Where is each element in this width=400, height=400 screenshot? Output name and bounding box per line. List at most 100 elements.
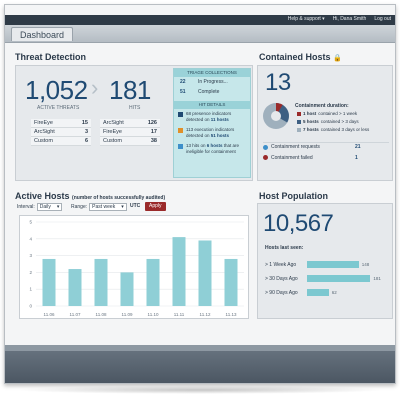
table-row[interactable]: ArcSight 126 bbox=[100, 119, 160, 128]
range-select[interactable]: Past week ▾ bbox=[89, 203, 127, 211]
population-bar[interactable] bbox=[307, 261, 359, 268]
y-tick-label: 1 bbox=[29, 287, 32, 292]
x-tick-label: 11.11 bbox=[174, 312, 185, 317]
hit-details-header: HIT DETAILS bbox=[174, 101, 250, 109]
row-label: Containment failed bbox=[271, 154, 313, 161]
chart-bar[interactable] bbox=[94, 258, 108, 306]
status-dot-icon bbox=[263, 155, 268, 160]
threat-source-table: FireEye 15 ArcSight 3 Custom 6 bbox=[31, 119, 91, 146]
table-row[interactable]: FireEye 17 bbox=[100, 128, 160, 137]
x-tick-label: 11.09 bbox=[122, 312, 133, 317]
y-tick-label: 2 bbox=[29, 270, 32, 275]
dashboard-window: Help & support ▾ Hi, Dana Smith Log out … bbox=[4, 4, 396, 384]
population-row-label: > 90 Days Ago bbox=[265, 290, 298, 296]
triage-row[interactable]: 22 In Progress... bbox=[174, 77, 250, 87]
table-row[interactable]: Custom 6 bbox=[31, 137, 91, 146]
row-value: 3 bbox=[84, 129, 88, 135]
x-tick-label: 11.12 bbox=[200, 312, 211, 317]
table-row[interactable]: FireEye 15 bbox=[31, 119, 91, 128]
frame-shadow bbox=[14, 386, 386, 394]
triage-label: Complete bbox=[198, 89, 220, 95]
active-hosts-subtitle: (number of hosts successfully audited) bbox=[72, 195, 166, 201]
chart-bar[interactable] bbox=[224, 258, 238, 306]
hit-detail-text: 13 hits on 6 hosts that are ineligible f… bbox=[186, 143, 240, 154]
triage-count: 22 bbox=[180, 79, 186, 85]
row-label: FireEye bbox=[103, 129, 122, 135]
hit-detail-item[interactable]: 13 hits on 6 hosts that are ineligible f… bbox=[174, 141, 250, 157]
row-label: Containment requests bbox=[271, 144, 320, 150]
legend-count: 7 hosts bbox=[303, 127, 319, 132]
triage-header: TRIAGE COLLECTIONS bbox=[174, 69, 250, 77]
active-threats-label: ACTIVE THREATS bbox=[37, 105, 80, 111]
title-bar: Dashboard bbox=[5, 25, 395, 43]
contained-hosts-value[interactable]: 13 bbox=[265, 69, 291, 96]
top-nav-bar: Help & support ▾ Hi, Dana Smith Log out bbox=[5, 15, 395, 25]
row-value: 126 bbox=[147, 120, 157, 126]
legend-item: 1 host contained > 1 week bbox=[297, 111, 357, 116]
row-label: FireEye bbox=[34, 120, 53, 126]
triage-label: In Progress... bbox=[198, 79, 228, 85]
triage-panel: TRIAGE COLLECTIONS 22 In Progress... 51 Co… bbox=[173, 68, 251, 178]
status-square-icon bbox=[178, 112, 183, 117]
legend-swatch bbox=[297, 111, 301, 116]
range-label: Range: bbox=[71, 204, 88, 210]
logout-link[interactable]: Log out bbox=[374, 16, 391, 22]
chart-bar[interactable] bbox=[120, 272, 134, 306]
chart-bar[interactable] bbox=[198, 240, 212, 306]
help-support-menu[interactable]: Help & support ▾ bbox=[287, 16, 325, 22]
chevron-right-icon: › bbox=[91, 75, 99, 100]
active-hosts-bar-chart: 0 1 2 3 4 5 11.06 11.07 11.08 11.09 11.10 11.11 11.1… bbox=[29, 220, 244, 317]
legend-label: contained > 1 week bbox=[318, 111, 358, 116]
row-value: 17 bbox=[150, 129, 157, 135]
host-population-value[interactable]: 10,567 bbox=[263, 210, 334, 237]
row-label: Custom bbox=[34, 138, 53, 144]
interval-select[interactable]: Daily ▾ bbox=[36, 203, 63, 211]
chevron-down-icon: ▾ bbox=[121, 204, 124, 210]
status-dot-icon bbox=[263, 144, 268, 150]
x-tick-label: 11.13 bbox=[226, 312, 237, 317]
containment-requests-row[interactable]: Containment requests 21 bbox=[263, 142, 389, 151]
chart-bar[interactable] bbox=[172, 237, 186, 306]
hit-detail-text: 68 presence indicators detected on 11 ho… bbox=[186, 111, 232, 122]
legend-label: contained 3 days or less bbox=[320, 127, 370, 132]
legend-count: 5 hosts bbox=[303, 119, 319, 124]
population-row-label: > 30 Days Ago bbox=[265, 276, 298, 282]
population-bar-value: 148 bbox=[361, 262, 370, 267]
threat-detection-title: Threat Detection bbox=[15, 52, 87, 62]
containment-failed-row[interactable]: Containment failed 1 bbox=[263, 153, 389, 162]
lock-icon: 🔒 bbox=[333, 55, 342, 62]
population-bar[interactable] bbox=[307, 289, 329, 296]
active-threats-value[interactable]: 1,052 bbox=[25, 75, 88, 105]
row-label: ArcSight bbox=[103, 120, 124, 126]
table-row[interactable]: Custom 38 bbox=[100, 137, 160, 146]
chevron-down-icon: ▾ bbox=[56, 204, 60, 210]
hits-value[interactable]: 181 bbox=[109, 75, 151, 105]
containment-duration-title: Containment duration: bbox=[295, 103, 349, 109]
x-tick-label: 11.10 bbox=[148, 312, 159, 317]
x-tick-label: 11.06 bbox=[44, 312, 55, 317]
population-bar-value: 181 bbox=[373, 276, 381, 281]
row-value: 21 bbox=[355, 144, 361, 150]
active-hosts-chart: 0 1 2 3 4 5 11.06 11.07 11.08 11.09 11.10 11.11 11.1… bbox=[19, 215, 249, 319]
chart-bar[interactable] bbox=[68, 269, 82, 306]
row-value: 6 bbox=[84, 138, 88, 144]
table-row[interactable]: ArcSight 3 bbox=[31, 128, 91, 137]
triage-row[interactable]: 51 Complete bbox=[174, 87, 250, 97]
hit-detail-text: 113 execution indicators detected on 51 … bbox=[186, 127, 235, 138]
hit-detail-item[interactable]: 113 execution indicators detected on 51 … bbox=[174, 125, 250, 141]
chart-bar[interactable] bbox=[146, 258, 160, 306]
hit-detail-item[interactable]: 68 presence indicators detected on 11 ho… bbox=[174, 109, 250, 125]
y-tick-label: 5 bbox=[29, 220, 32, 225]
range-control: Range: Past week ▾ bbox=[71, 203, 127, 211]
legend-swatch bbox=[297, 119, 301, 124]
containment-pie-chart bbox=[263, 103, 289, 129]
legend-label: contained > 3 days bbox=[320, 119, 359, 124]
legend-item: 5 hosts contained > 3 days bbox=[297, 119, 359, 124]
hits-label: HITS bbox=[129, 105, 141, 111]
population-bar[interactable] bbox=[307, 275, 371, 282]
chart-bar[interactable] bbox=[42, 258, 56, 306]
user-greeting[interactable]: Hi, Dana Smith bbox=[332, 16, 367, 22]
y-tick-label: 4 bbox=[29, 236, 32, 241]
apply-button[interactable]: Apply bbox=[145, 202, 166, 211]
contained-hosts-title: Contained Hosts 🔒 bbox=[259, 52, 342, 62]
